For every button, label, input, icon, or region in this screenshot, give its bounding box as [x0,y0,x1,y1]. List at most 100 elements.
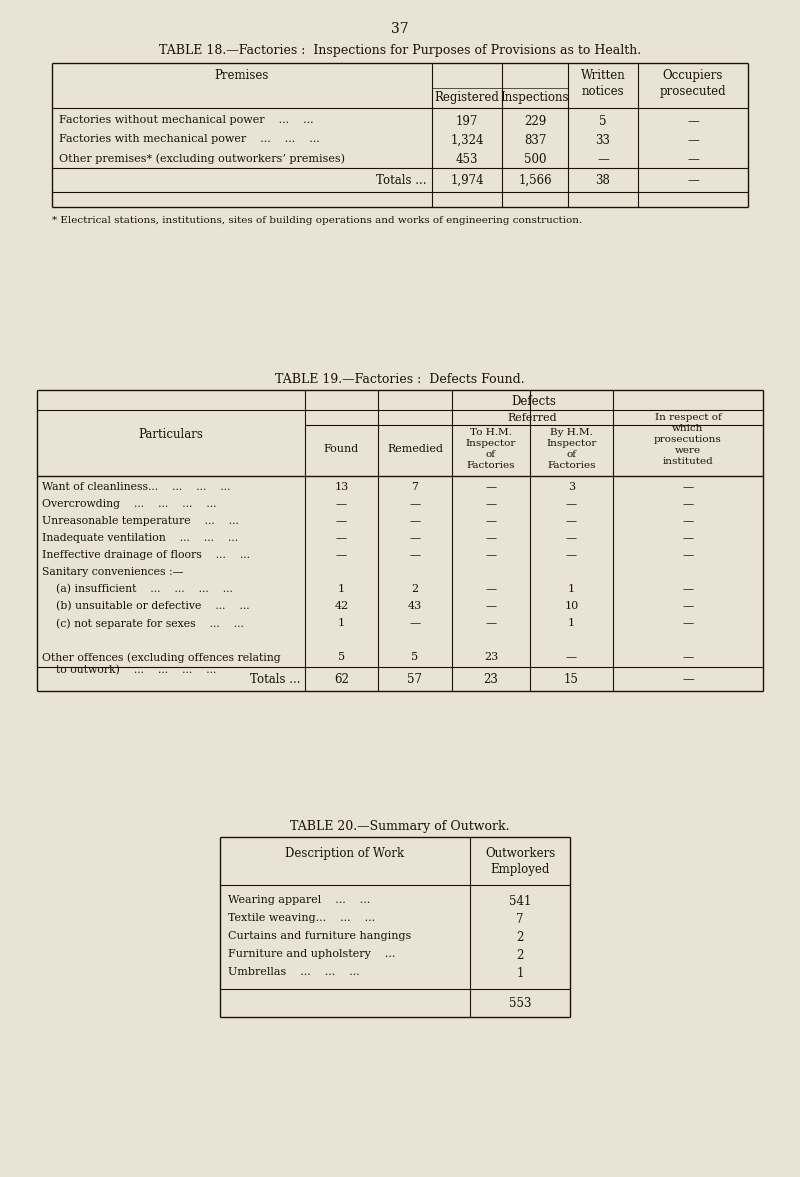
Text: 5: 5 [599,115,606,128]
Text: —: — [566,550,577,560]
Text: —: — [682,516,694,526]
Text: Remedied: Remedied [387,445,443,454]
Text: Factories with mechanical power    ...    ...    ...: Factories with mechanical power ... ... … [59,134,320,144]
Text: Particulars: Particulars [138,428,203,441]
Text: —: — [336,533,347,543]
Text: 33: 33 [595,134,610,147]
Text: 42: 42 [334,601,349,611]
Text: —: — [486,499,497,508]
Text: 13: 13 [334,483,349,492]
Text: —: — [682,652,694,661]
Text: —: — [682,550,694,560]
Text: Umbrellas    ...    ...    ...: Umbrellas ... ... ... [228,967,360,977]
Text: —: — [336,516,347,526]
Text: TABLE 20.—Summary of Outwork.: TABLE 20.—Summary of Outwork. [290,820,510,833]
Text: —: — [687,134,699,147]
Text: 7: 7 [516,913,524,926]
Text: Want of cleanliness...    ...    ...    ...: Want of cleanliness... ... ... ... [42,483,230,492]
Text: 553: 553 [509,997,531,1010]
Text: 15: 15 [564,673,579,686]
Text: Outworkers
Employed: Outworkers Employed [485,847,555,876]
Text: Unreasonable temperature    ...    ...: Unreasonable temperature ... ... [42,516,239,526]
Text: 500: 500 [524,153,546,166]
Text: 1: 1 [338,584,345,594]
Text: Registered: Registered [434,91,499,104]
Text: Found: Found [324,445,359,454]
Text: 2: 2 [516,949,524,962]
Text: 1: 1 [568,618,575,629]
Text: —: — [687,174,699,187]
Text: 1,974: 1,974 [450,174,484,187]
Text: Premises: Premises [215,69,269,82]
Text: 229: 229 [524,115,546,128]
Text: 1,566: 1,566 [518,174,552,187]
Text: —: — [486,533,497,543]
Text: Referred: Referred [508,413,558,423]
Text: TABLE 19.—Factories :  Defects Found.: TABLE 19.—Factories : Defects Found. [275,373,525,386]
Text: 1: 1 [568,584,575,594]
Text: —: — [410,499,421,508]
Text: Totals ...: Totals ... [377,174,427,187]
Text: Furniture and upholstery    ...: Furniture and upholstery ... [228,949,395,959]
Text: 2: 2 [411,584,418,594]
Text: 3: 3 [568,483,575,492]
Text: 38: 38 [595,174,610,187]
Text: —: — [410,618,421,629]
Text: (b) unsuitable or defective    ...    ...: (b) unsuitable or defective ... ... [42,601,250,611]
Text: —: — [410,533,421,543]
Text: —: — [682,483,694,492]
Text: 5: 5 [411,652,418,661]
Text: —: — [336,499,347,508]
Text: —: — [687,115,699,128]
Text: —: — [682,584,694,594]
Text: Written
notices: Written notices [581,69,626,98]
Text: —: — [486,601,497,611]
Text: 197: 197 [456,115,478,128]
Text: —: — [682,533,694,543]
Text: * Electrical stations, institutions, sites of building operations and works of e: * Electrical stations, institutions, sit… [52,217,582,225]
Text: Sanitary conveniences :—: Sanitary conveniences :— [42,567,183,577]
Text: In respect of
which
prosecutions
were
instituted: In respect of which prosecutions were in… [654,413,722,466]
Text: Totals ...: Totals ... [250,673,300,686]
Text: —: — [410,516,421,526]
Text: —: — [597,153,609,166]
Text: —: — [336,550,347,560]
Text: —: — [486,550,497,560]
Text: (a) insufficient    ...    ...    ...    ...: (a) insufficient ... ... ... ... [42,584,233,594]
Text: 453: 453 [456,153,478,166]
Text: —: — [687,153,699,166]
Text: (c) not separate for sexes    ...    ...: (c) not separate for sexes ... ... [42,618,244,629]
Text: —: — [682,673,694,686]
Text: —: — [486,584,497,594]
Text: By H.M.
Inspector
of
Factories: By H.M. Inspector of Factories [546,428,597,471]
Text: 43: 43 [408,601,422,611]
Text: —: — [566,499,577,508]
Text: —: — [486,483,497,492]
Text: —: — [566,533,577,543]
Text: 1,324: 1,324 [450,134,484,147]
Text: 7: 7 [411,483,418,492]
Text: Inadequate ventilation    ...    ...    ...: Inadequate ventilation ... ... ... [42,533,238,543]
Text: Description of Work: Description of Work [286,847,405,860]
Text: 57: 57 [407,673,422,686]
Text: 5: 5 [338,652,345,661]
Text: Textile weaving...    ...    ...: Textile weaving... ... ... [228,913,375,923]
Text: 1: 1 [338,618,345,629]
Text: TABLE 18.—Factories :  Inspections for Purposes of Provisions as to Health.: TABLE 18.—Factories : Inspections for Pu… [159,44,641,56]
Text: 23: 23 [483,673,498,686]
Text: 837: 837 [524,134,546,147]
Text: Occupiers
prosecuted: Occupiers prosecuted [660,69,726,98]
Text: —: — [682,499,694,508]
Text: Wearing apparel    ...    ...: Wearing apparel ... ... [228,895,370,905]
Text: —: — [486,618,497,629]
Text: Inspections: Inspections [501,91,570,104]
Text: —: — [566,652,577,661]
Text: —: — [566,516,577,526]
Text: To H.M.
Inspector
of
Factories: To H.M. Inspector of Factories [466,428,516,471]
Text: Other offences (excluding offences relating
    to outwork)    ...    ...    ...: Other offences (excluding offences relat… [42,652,281,676]
Text: Factories without mechanical power    ...    ...: Factories without mechanical power ... .… [59,115,314,125]
Text: 37: 37 [391,22,409,36]
Text: —: — [486,516,497,526]
Text: Ineffective drainage of floors    ...    ...: Ineffective drainage of floors ... ... [42,550,250,560]
Text: 10: 10 [564,601,578,611]
